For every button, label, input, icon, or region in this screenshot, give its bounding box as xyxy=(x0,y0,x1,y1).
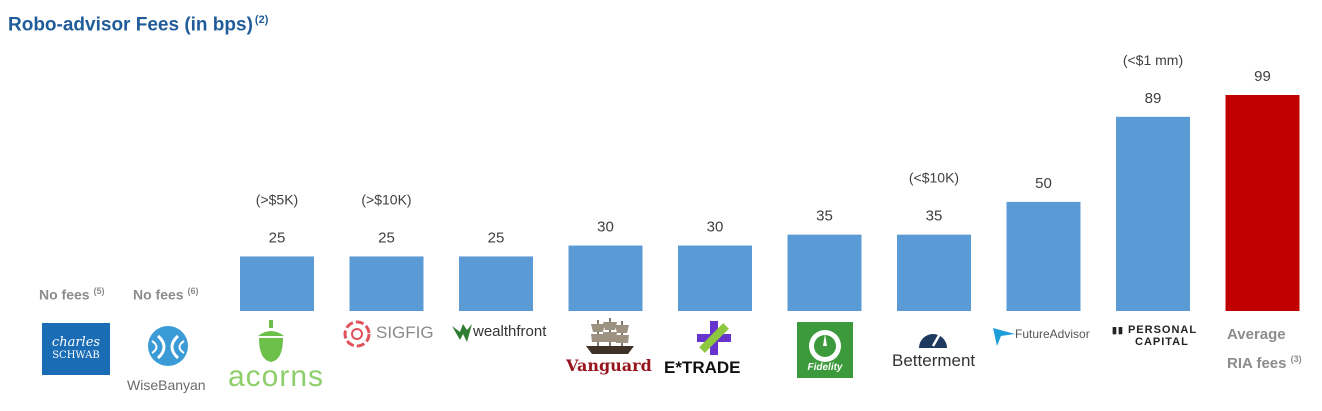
sigfig-wordmark: SIGFIG xyxy=(376,323,434,342)
futureadvisor-wordmark: FutureAdvisor xyxy=(1015,327,1090,341)
bar-value-label: 50 xyxy=(1035,175,1052,192)
betterment-icon xyxy=(919,331,947,348)
vanguard-ship-icon xyxy=(586,318,634,354)
bar-value-label: 25 xyxy=(269,229,286,246)
bar-annotation: (>$10K) xyxy=(361,191,411,207)
bar-annotation: (<$1 mm) xyxy=(1123,52,1183,68)
betterment-wordmark: Betterment xyxy=(892,351,976,370)
vanguard-wordmark: Vanguard xyxy=(566,356,652,375)
bar-futureadvisor xyxy=(1006,201,1081,311)
no-fees-schwab: No fees (5) xyxy=(39,286,105,303)
schwab-logo: charles SCHWAB xyxy=(42,323,110,375)
wealthfront-wordmark: wealthfront xyxy=(473,323,547,340)
wealthfront-icon xyxy=(452,324,472,342)
no-fees-wisebanyan: No fees (6) xyxy=(133,286,199,303)
wisebanyan-wordmark: WiseBanyan xyxy=(127,377,206,393)
bar-sigfig xyxy=(349,256,424,311)
bar-value-label: 89 xyxy=(1145,90,1162,107)
personal-capital-logo: ▮▮ PERSONAL CAPITAL xyxy=(1112,324,1198,348)
bar-acorns xyxy=(240,256,314,311)
bar-value-label: 25 xyxy=(378,229,395,246)
bar-value-label: 99 xyxy=(1254,68,1271,85)
etrade-star-icon xyxy=(697,321,731,355)
bar-personal-capital xyxy=(1116,116,1190,312)
bar-average-ria-fees xyxy=(1225,95,1300,311)
bar-value-label: 35 xyxy=(816,208,833,225)
bar-value-label: 35 xyxy=(926,208,943,225)
bar-annotation: (<$10K) xyxy=(909,170,959,186)
bar-value-label: 30 xyxy=(707,219,724,236)
etrade-wordmark: E*TRADE xyxy=(664,358,741,377)
sigfig-icon xyxy=(343,320,371,348)
page-title: Robo-advisor Fees (in bps) (2) xyxy=(8,14,269,36)
average-ria-fees-label: Average RIA fees (3) xyxy=(1227,326,1302,372)
bar-fidelity xyxy=(787,234,862,311)
bar-vanguard xyxy=(568,245,643,311)
fidelity-logo: Fidelity xyxy=(797,322,853,378)
bar-wealthfront xyxy=(459,256,533,311)
bar-annotation: (>$5K) xyxy=(256,191,298,207)
acorns-wordmark: acorns xyxy=(228,360,325,393)
bar-e-trade xyxy=(678,245,752,311)
acorns-icon xyxy=(258,320,284,362)
bar-value-label: 25 xyxy=(488,229,505,246)
personal-capital-icon: ▮▮ xyxy=(1112,325,1124,335)
bar-value-label: 30 xyxy=(597,219,614,236)
bar-betterment xyxy=(897,234,971,311)
wisebanyan-icon xyxy=(148,326,188,366)
futureadvisor-icon xyxy=(993,328,1015,346)
fidelity-icon xyxy=(809,330,841,362)
